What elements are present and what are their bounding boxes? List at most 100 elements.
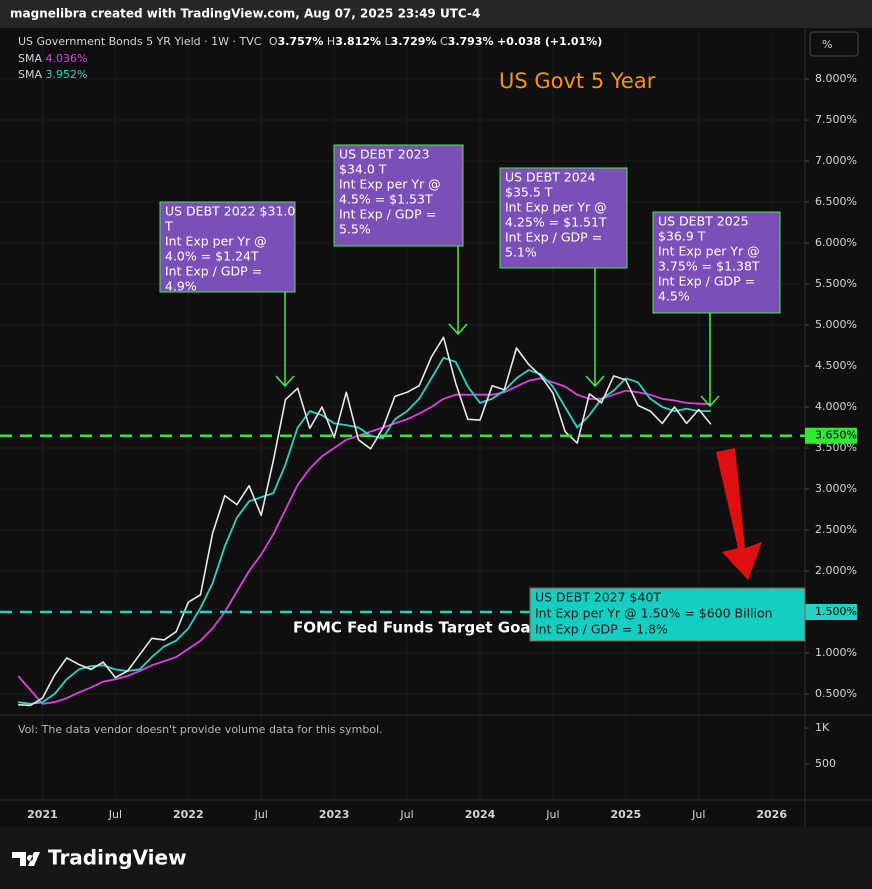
plot	[17, 336, 712, 707]
y-tick-label: 7.500%	[815, 113, 857, 126]
grid	[0, 30, 805, 800]
ohlc-value: 3.812%	[335, 35, 381, 48]
annotation-text: US DEBT 2023	[339, 147, 430, 162]
annotation-box	[529, 587, 806, 642]
y-tick-label: 0.500%	[815, 687, 857, 700]
annotation-text: Int Exp / GDP = 1.8%	[535, 622, 668, 637]
annotation-text: US DEBT 2022 $31.0	[165, 204, 295, 219]
series-line	[18, 336, 712, 707]
volume-note: Vol: The data vendor doesn't provide vol…	[18, 723, 383, 736]
y-tick-label: 4.000%	[815, 400, 857, 413]
y-tick-label: 1.000%	[815, 646, 857, 659]
annotation-text: $35.5 T	[505, 185, 553, 200]
x-tick-label: 2025	[611, 808, 642, 821]
x-tick-label: Jul	[108, 808, 122, 821]
annotation-box	[159, 201, 296, 293]
legend-name: SMA	[18, 52, 42, 65]
y-tick-label: 2.000%	[815, 564, 857, 577]
brand-logo: TradingView	[12, 846, 187, 870]
annotation-text: 4.9%	[165, 279, 197, 294]
credit: magnelibra created with TradingView.com,…	[10, 7, 480, 21]
annotation-text: 5.5%	[339, 222, 371, 237]
symbol: US Government Bonds 5 YR Yield · 1W · TV…	[18, 35, 262, 48]
annotation-text: US DEBT 2024	[505, 170, 596, 185]
annotation-text: Int Exp per Yr @	[658, 244, 760, 259]
level-label: 3.650%	[815, 429, 857, 442]
annotation-text: Int Exp per Yr @	[165, 234, 267, 249]
scale-button-label[interactable]: %	[822, 38, 832, 51]
ohlc-key: H	[327, 35, 335, 48]
level-label: 1.500%	[815, 605, 857, 618]
y-tick-label: 2.500%	[815, 523, 857, 536]
y-tick-label: 6.500%	[815, 195, 857, 208]
x-tick-label: 2023	[319, 808, 350, 821]
y-tick-label: 5.000%	[815, 318, 857, 331]
annotation-text: US DEBT 2025	[658, 214, 749, 229]
ohlc-key: C	[440, 35, 448, 48]
brand: TradingView	[48, 846, 187, 870]
annotation-text: Int Exp per Yr @	[505, 200, 607, 215]
footer-bar	[0, 826, 872, 889]
legend-value: 4.036%	[46, 52, 88, 65]
y-tick-label: 6.000%	[815, 236, 857, 249]
annotation-text: T	[164, 219, 173, 234]
x-tick-label: Jul	[545, 808, 559, 821]
annotation-box	[333, 144, 464, 247]
target-label: FOMC Fed Funds Target Goal	[293, 619, 536, 637]
annotation-arrowhead	[585, 375, 605, 388]
y-tick-label: 4.500%	[815, 359, 857, 372]
annotation-text: $34.0 T	[339, 162, 387, 177]
annotation-text: Int Exp per Yr @ 1.50% = $600 Billion	[535, 606, 773, 621]
legend-value: 3.952%	[46, 68, 88, 81]
series-line	[18, 356, 711, 705]
legend-row: SMA 4.036%	[18, 52, 87, 65]
annotation-text: Int Exp / GDP =	[658, 274, 755, 289]
annotation-text: 4.0% = $1.24T	[165, 249, 259, 264]
annotation-text: $36.9 T	[658, 229, 706, 244]
legend-row: US Government Bonds 5 YR Yield · 1W · TV…	[18, 35, 602, 48]
y-tick-label: 8.000%	[815, 72, 857, 85]
annotation-text: Int Exp per Yr @	[339, 177, 441, 192]
y-tick-label: 500	[815, 757, 836, 770]
level-badge	[805, 427, 857, 444]
y-tick-label: 1K	[815, 721, 830, 734]
legend-row: SMA 3.952%	[18, 68, 87, 81]
x-tick-label: 2021	[27, 808, 58, 821]
down-arrow	[716, 448, 762, 580]
ohlc-key: L	[385, 35, 392, 48]
ohlc-key: O	[269, 35, 278, 48]
ohlc-value: 3.757%	[278, 35, 324, 48]
annotation-arrowhead	[700, 395, 720, 408]
annotation-text: 5.1%	[505, 245, 537, 260]
y-tick-label: 7.000%	[815, 154, 857, 167]
level-badge	[805, 604, 857, 621]
x-tick-label: 2026	[756, 808, 787, 821]
ohlc-value: 3.729%	[391, 35, 437, 48]
header-bar	[0, 0, 872, 28]
x-tick-label: 2024	[465, 808, 496, 821]
legend-name: SMA	[18, 68, 42, 81]
chart-title: US Govt 5 Year	[499, 69, 656, 93]
annotation-text: 4.5% = $1.53T	[339, 192, 433, 207]
annotation-text: 4.25% = $1.51T	[505, 215, 607, 230]
annotation-arrowhead	[448, 323, 468, 336]
change: +0.038 (+1.01%)	[497, 35, 602, 48]
logo-icon	[12, 852, 40, 866]
annotation-text: Int Exp / GDP =	[165, 264, 262, 279]
x-tick-label: Jul	[399, 808, 413, 821]
annotation-arrowhead	[275, 375, 295, 388]
annotation-text: US DEBT 2027 $40T	[535, 590, 661, 605]
annotation-text: 4.5%	[658, 289, 690, 304]
y-tick-label: 3.500%	[815, 441, 857, 454]
y-tick-label: 5.500%	[815, 277, 857, 290]
annotation-text: Int Exp / GDP =	[505, 230, 602, 245]
annotation-text: 3.75% = $1.38T	[658, 259, 760, 274]
annotation-box	[652, 211, 781, 314]
scale-button[interactable]	[809, 31, 859, 57]
x-tick-label: Jul	[254, 808, 268, 821]
ohlc-value: 3.793%	[448, 35, 494, 48]
x-tick-label: 2022	[173, 808, 204, 821]
annotation-box	[499, 167, 628, 269]
